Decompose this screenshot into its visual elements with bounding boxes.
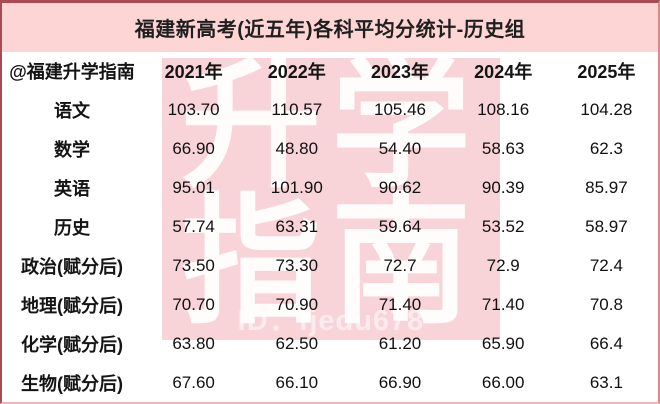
row-label-history: 历史 xyxy=(54,217,90,238)
table-cell: 66.4 xyxy=(589,333,623,353)
column-header-2024: 2024年 xyxy=(474,62,533,83)
table-cell: 101.90 xyxy=(270,178,323,198)
table-cell: 95.01 xyxy=(172,178,215,198)
table-cell: 66.90 xyxy=(378,372,422,392)
column-header-2023: 2023年 xyxy=(370,62,430,83)
table-cell: 73.50 xyxy=(172,255,215,275)
table-cell: 63.31 xyxy=(275,216,319,236)
table-corner-header: @福建升学指南 xyxy=(9,62,135,83)
row-label-chinese: 语文 xyxy=(54,101,90,122)
row-label-english: 英语 xyxy=(54,179,90,200)
row-label-chemistry: 化学(赋分后) xyxy=(21,334,123,355)
watermark-text-line1: 升学 xyxy=(180,58,481,204)
table-cell: 62.3 xyxy=(589,139,623,159)
column-header-2022: 2022年 xyxy=(267,62,326,83)
table-cell: 63.80 xyxy=(172,333,215,353)
table-cell: 90.62 xyxy=(378,178,422,198)
row-label-geography: 地理(赋分后) xyxy=(21,295,123,316)
table-cell: 90.39 xyxy=(481,178,525,198)
table-cell: 66.90 xyxy=(172,139,215,159)
table-cell: 66.10 xyxy=(275,372,319,392)
table-cell: 104.28 xyxy=(580,100,633,120)
table-cell: 70.70 xyxy=(172,294,215,314)
table-cell: 53.52 xyxy=(481,216,525,236)
table-cell: 103.70 xyxy=(167,100,220,120)
watermark-id-label: ID：fjedu678 xyxy=(237,305,425,337)
table-cell: 73.30 xyxy=(275,255,319,275)
table-cell: 71.40 xyxy=(378,294,422,314)
table-cell: 65.90 xyxy=(481,333,525,353)
table-cell: 61.20 xyxy=(378,333,422,353)
table-cell: 66.00 xyxy=(481,372,525,392)
page-title: 福建新高考(近五年)各科平均分统计-历史组 xyxy=(134,19,526,41)
table-cell: 67.60 xyxy=(172,372,215,392)
table-cell: 58.97 xyxy=(585,216,628,236)
table-cell: 110.57 xyxy=(271,100,323,120)
table-cell: 85.97 xyxy=(585,178,628,198)
table-cell: 57.74 xyxy=(172,216,215,236)
brand-watermark: 升学 指南 ID：fjedu678 xyxy=(162,58,500,340)
row-label-biology: 生物(赋分后) xyxy=(21,373,123,394)
row-label-math: 数学 xyxy=(54,140,90,161)
column-header-2025: 2025年 xyxy=(577,62,636,83)
table-cell: 70.90 xyxy=(275,294,319,314)
table-cell: 72.4 xyxy=(589,255,623,275)
row-label-politics: 政治(赋分后) xyxy=(21,256,123,277)
table-cell: 62.50 xyxy=(275,333,319,353)
table-cell: 108.16 xyxy=(477,100,530,120)
table-cell: 59.64 xyxy=(378,216,422,236)
table-cell: 48.80 xyxy=(275,139,319,159)
table-cell: 71.40 xyxy=(481,294,525,314)
table-cell: 54.40 xyxy=(378,139,422,159)
table-cell: 70.8 xyxy=(589,294,623,314)
table-cell: 58.63 xyxy=(481,139,525,159)
watermark-text-line2: 指南 xyxy=(180,182,481,340)
table-cell: 72.9 xyxy=(486,255,520,275)
column-header-2021: 2021年 xyxy=(164,62,223,83)
table-cell: 63.1 xyxy=(589,372,623,392)
score-table: @福建升学指南 2021年 2022年 2023年 2024年 2025年 语文… xyxy=(2,52,658,402)
title-band: 福建新高考(近五年)各科平均分统计-历史组 xyxy=(2,3,658,52)
score-table-area: 升学 指南 ID：fjedu678 @福建升学指南 2021年 2022年 20… xyxy=(2,52,658,402)
table-cell: 72.7 xyxy=(383,255,417,275)
table-cell: 105.46 xyxy=(373,100,426,120)
